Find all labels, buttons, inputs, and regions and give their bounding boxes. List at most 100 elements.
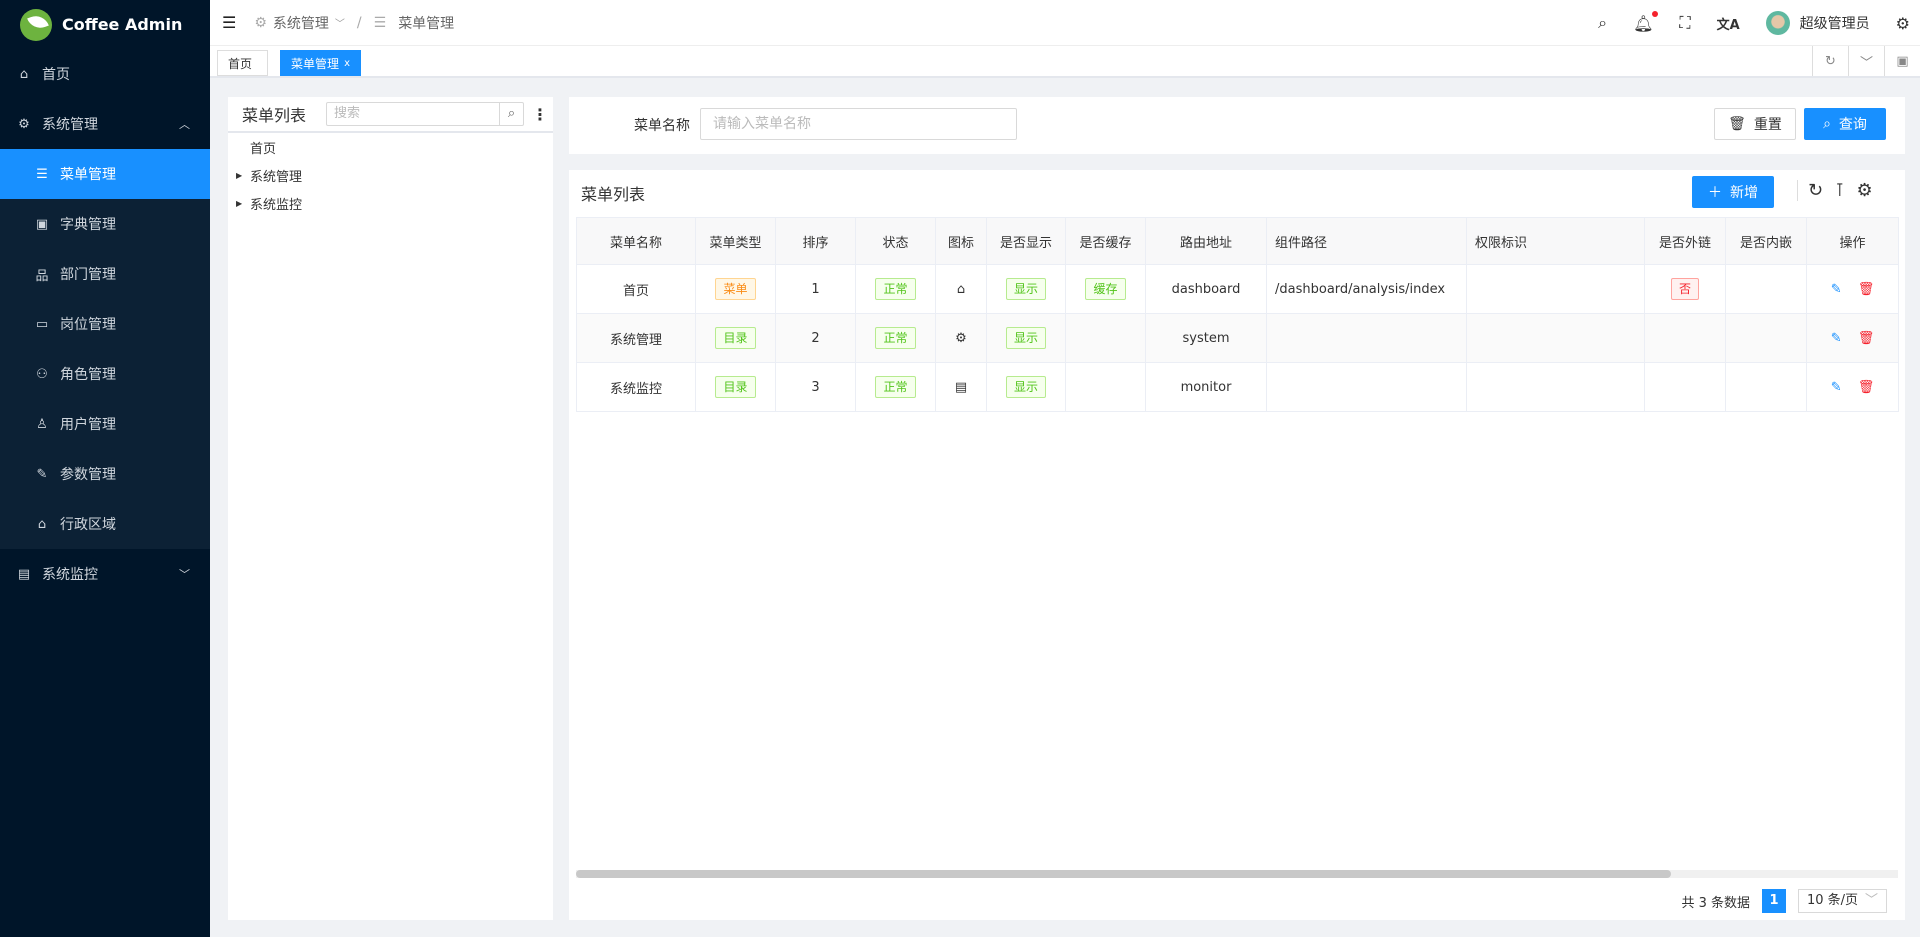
cell-name: 首页 [576, 264, 696, 314]
table-row[interactable]: 系统管理 目录 2 正常 ⚙ 显示 system ✎ 🗑︎ [576, 313, 1899, 363]
sidebar-item-config[interactable]: ✎ 参数管理 [0, 449, 210, 499]
delete-icon[interactable]: 🗑︎ [1857, 379, 1875, 395]
horizontal-scrollbar[interactable] [576, 870, 1898, 878]
cell-external [1644, 313, 1726, 363]
refresh-icon[interactable]: ↻ [1808, 180, 1824, 201]
monitor-icon: ▤ [954, 379, 968, 395]
logo[interactable]: Coffee Admin [0, 0, 210, 49]
cell-visible: 显示 [986, 264, 1066, 314]
sidebar-item-user[interactable]: ♙ 用户管理 [0, 399, 210, 449]
delete-icon[interactable]: 🗑︎ [1857, 281, 1875, 297]
visible-tag: 显示 [1005, 376, 1046, 398]
cell-status: 正常 [855, 362, 936, 412]
caret-right-icon[interactable]: ▶ [236, 198, 243, 208]
delete-icon[interactable]: 🗑︎ [1857, 330, 1875, 346]
users-icon: ⚇ [36, 366, 48, 382]
translate-icon[interactable]: 文A [1716, 17, 1740, 33]
sidebar-item-dict[interactable]: ▣ 字典管理 [0, 199, 210, 249]
cell-component [1266, 313, 1467, 363]
breadcrumb-item[interactable]: 系统管理 [272, 15, 329, 32]
breadcrumb-item: 菜单管理 [398, 15, 455, 32]
column-header: 权限标识 [1466, 217, 1645, 265]
cell-icon: ⚙ [935, 313, 987, 363]
caret-right-icon[interactable]: ▶ [236, 170, 243, 180]
cell-cache: 缓存 [1065, 264, 1146, 314]
status-tag: 正常 [875, 376, 916, 398]
sidebar-item-monitor[interactable]: ▤ 系统监控 ﹀ [0, 549, 210, 599]
sidebar-item-dept[interactable]: 品部门管理 [0, 249, 210, 299]
tab-menu[interactable]: 菜单管理 x [280, 50, 361, 76]
tree-node[interactable]: ▶ 系统管理 [228, 161, 553, 189]
fullscreen-icon[interactable]: ⛶ [1679, 13, 1691, 32]
query-button[interactable]: ⌕ 查询 [1804, 108, 1886, 140]
cell-route: system [1145, 313, 1267, 363]
page-1-button[interactable]: 1 [1762, 889, 1786, 913]
chevron-down-icon[interactable]: ﹀ [1848, 46, 1884, 76]
cell-sort: 2 [775, 313, 856, 363]
column-header: 是否缓存 [1065, 217, 1146, 265]
user-menu[interactable]: 超级管理员 [1765, 11, 1870, 35]
label: 10 条/页 [1807, 893, 1859, 908]
column-header: 是否内嵌 [1725, 217, 1807, 265]
search-icon[interactable]: ⌕ [499, 103, 523, 125]
scrollbar-thumb[interactable] [576, 870, 1671, 878]
list-icon: ☰ [373, 14, 387, 31]
edit-icon[interactable]: ✎ [1830, 330, 1842, 346]
sidebar-item-region[interactable]: ⌂ 行政区域 [0, 499, 210, 549]
settings-icon[interactable]: ⚙ [1856, 180, 1873, 201]
column-header: 菜单类型 [695, 217, 776, 265]
cell-sort: 1 [775, 264, 856, 314]
column-header: 路由地址 [1145, 217, 1267, 265]
cell-name: 系统监控 [576, 362, 696, 412]
column-height-icon[interactable]: ⊺ [1835, 180, 1845, 201]
cell-cache [1065, 313, 1146, 363]
sidebar-item-role[interactable]: ⚇ 角色管理 [0, 349, 210, 399]
table-row[interactable]: 首页 菜单 1 正常 ⌂ 显示 缓存 dashboard/dashboard/analysis… [576, 264, 1899, 314]
cell-status: 正常 [855, 313, 936, 363]
gear-icon: ⚙ [955, 330, 967, 346]
trash-icon: 🗑︎ [1728, 116, 1746, 132]
edit-icon[interactable]: ✎ [1830, 379, 1842, 395]
maximize-icon[interactable]: ▣ [1884, 46, 1920, 76]
sidebar-item-home[interactable]: ⌂ 首页 [0, 49, 210, 99]
add-button[interactable]: ＋ 新增 [1692, 176, 1774, 208]
settings-icon[interactable]: ⚙ [1895, 13, 1910, 33]
tree-search-input[interactable]: 搜索 ⌕ [326, 102, 525, 126]
edit-icon[interactable]: ✎ [1830, 281, 1842, 297]
label: 首页 [250, 141, 277, 157]
search-icon: ⌕ [1823, 116, 1831, 132]
tree-node[interactable]: 首页 [228, 133, 553, 161]
table-row[interactable]: 系统监控 目录 3 正常 ▤ 显示 monitor ✎ 🗑︎ [576, 362, 1899, 412]
menu-name-label: 菜单名称 [634, 118, 690, 134]
label: 首页 [42, 67, 70, 83]
close-icon[interactable]: x [344, 57, 350, 69]
collapse-menu-icon[interactable]: ☰ [222, 13, 237, 32]
label: 参数管理 [60, 467, 116, 483]
visible-tag: 显示 [1005, 327, 1046, 349]
label: 字典管理 [60, 217, 116, 233]
menu-name-input[interactable]: 请输入菜单名称 [700, 108, 1017, 140]
gear-icon: ⚙ [18, 116, 30, 132]
reset-button[interactable]: 🗑︎ 重置 [1714, 108, 1796, 140]
tab-home[interactable]: 首页 [217, 50, 268, 76]
column-header: 排序 [775, 217, 856, 265]
search-icon[interactable]: ⌕ [1598, 13, 1608, 32]
id-card-icon: ▭ [35, 316, 49, 332]
cell-actions: ✎ 🗑︎ [1806, 264, 1899, 314]
bell-icon[interactable]: 🔔︎ [1633, 10, 1659, 33]
plus-icon: ＋ [1708, 185, 1722, 201]
refresh-icon[interactable]: ↻ [1812, 46, 1848, 76]
total-count: 共 3 条数据 [1681, 895, 1750, 911]
cell-cache [1065, 362, 1146, 412]
home-icon: ⌂ [956, 281, 966, 297]
column-header: 是否显示 [986, 217, 1066, 265]
page-size-select[interactable]: 10 条/页 ﹀ [1798, 889, 1887, 913]
label: 重置 [1753, 117, 1782, 133]
sidebar-item-menu[interactable]: ☰ 菜单管理 [0, 149, 210, 199]
sidebar-item-system[interactable]: ⚙ 系统管理 ︿ [0, 99, 210, 149]
tree-node[interactable]: ▶ 系统监控 [228, 189, 553, 217]
sidebar-item-post[interactable]: ▭ 岗位管理 [0, 299, 210, 349]
column-header: 操作 [1806, 217, 1899, 265]
username: 超级管理员 [1799, 16, 1870, 32]
more-icon[interactable]: ⋮ [532, 104, 549, 124]
